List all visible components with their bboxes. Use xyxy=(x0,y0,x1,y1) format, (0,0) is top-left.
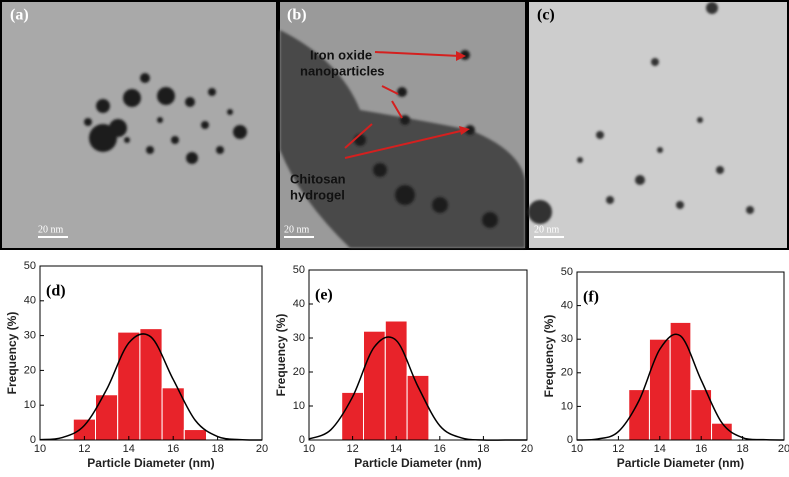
x-axis-label: Particle Diameter (nm) xyxy=(617,456,744,470)
bar xyxy=(139,328,163,441)
y-tick-label: 20 xyxy=(561,367,573,379)
scale-bar-label: 20 nm xyxy=(284,224,310,235)
panel-label: (a) xyxy=(10,7,29,24)
bar xyxy=(183,429,208,441)
x-tick-label: 20 xyxy=(521,443,533,455)
y-tick-label: 50 xyxy=(561,266,573,278)
x-tick-label: 18 xyxy=(211,443,223,455)
annotation: hydrogel xyxy=(290,187,345,202)
scale-bar-label: 20 nm xyxy=(38,224,64,235)
y-tick-label: 10 xyxy=(293,400,305,412)
x-tick-label: 18 xyxy=(477,443,489,455)
plot-frame xyxy=(39,265,263,441)
tem-image-c xyxy=(527,0,789,250)
x-tick-label: 12 xyxy=(612,443,624,455)
annotation: Chitosan xyxy=(290,171,346,186)
y-tick-label: 20 xyxy=(293,366,305,378)
bar xyxy=(648,338,671,441)
y-tick-label: 50 xyxy=(24,260,36,272)
plot-frame xyxy=(576,271,785,441)
y-tick-label: 10 xyxy=(561,400,573,412)
y-tick-label: 30 xyxy=(293,332,305,344)
x-tick-label: 12 xyxy=(346,443,358,455)
x-tick-label: 16 xyxy=(434,443,446,455)
fit-curve xyxy=(576,333,785,441)
annotation: nanoparticles xyxy=(300,63,385,78)
panel-label: (c) xyxy=(537,7,555,24)
panel-label: (f) xyxy=(583,289,599,306)
y-tick-label: 20 xyxy=(24,364,36,376)
y-tick-label: 30 xyxy=(561,333,573,345)
y-tick-label: 0 xyxy=(299,434,305,446)
x-tick-label: 14 xyxy=(123,443,135,455)
y-tick-label: 40 xyxy=(561,300,573,312)
bar xyxy=(117,331,141,441)
x-tick-label: 16 xyxy=(167,443,179,455)
y-tick-label: 40 xyxy=(293,298,305,310)
fit-curve xyxy=(39,333,263,441)
x-axis-label: Particle Diameter (nm) xyxy=(87,456,214,470)
x-tick-label: 14 xyxy=(390,443,402,455)
y-tick-label: 0 xyxy=(30,434,36,446)
annotation: Iron oxide xyxy=(310,47,372,62)
bar xyxy=(384,320,408,441)
x-tick-label: 10 xyxy=(303,443,315,455)
plot-frame xyxy=(308,269,528,441)
panel-label: (b) xyxy=(287,7,307,24)
x-tick-label: 14 xyxy=(654,443,666,455)
bar xyxy=(711,422,733,441)
x-tick-label: 12 xyxy=(78,443,90,455)
x-tick-label: 16 xyxy=(695,443,707,455)
y-axis-label: Frequency (%) xyxy=(274,314,288,397)
bar xyxy=(341,391,365,441)
scale-bar-label: 20 nm xyxy=(534,224,560,235)
y-tick-label: 10 xyxy=(24,399,36,411)
y-tick-label: 40 xyxy=(24,295,36,307)
tem-image-a xyxy=(0,0,278,250)
y-axis-label: Frequency (%) xyxy=(542,315,556,398)
bar xyxy=(95,394,119,441)
panel-label: (d) xyxy=(46,283,66,300)
x-tick-label: 18 xyxy=(736,443,748,455)
tem-image-b xyxy=(278,0,527,250)
x-axis-label: Particle Diameter (nm) xyxy=(354,456,481,470)
bar xyxy=(669,321,692,441)
x-tick-label: 20 xyxy=(778,443,789,455)
panel-label: (e) xyxy=(315,287,333,304)
x-tick-label: 10 xyxy=(34,443,46,455)
x-tick-label: 20 xyxy=(256,443,268,455)
y-axis-label: Frequency (%) xyxy=(5,312,19,395)
y-tick-label: 50 xyxy=(293,264,305,276)
x-tick-label: 10 xyxy=(571,443,583,455)
y-tick-label: 0 xyxy=(567,434,573,446)
y-tick-label: 30 xyxy=(24,330,36,342)
